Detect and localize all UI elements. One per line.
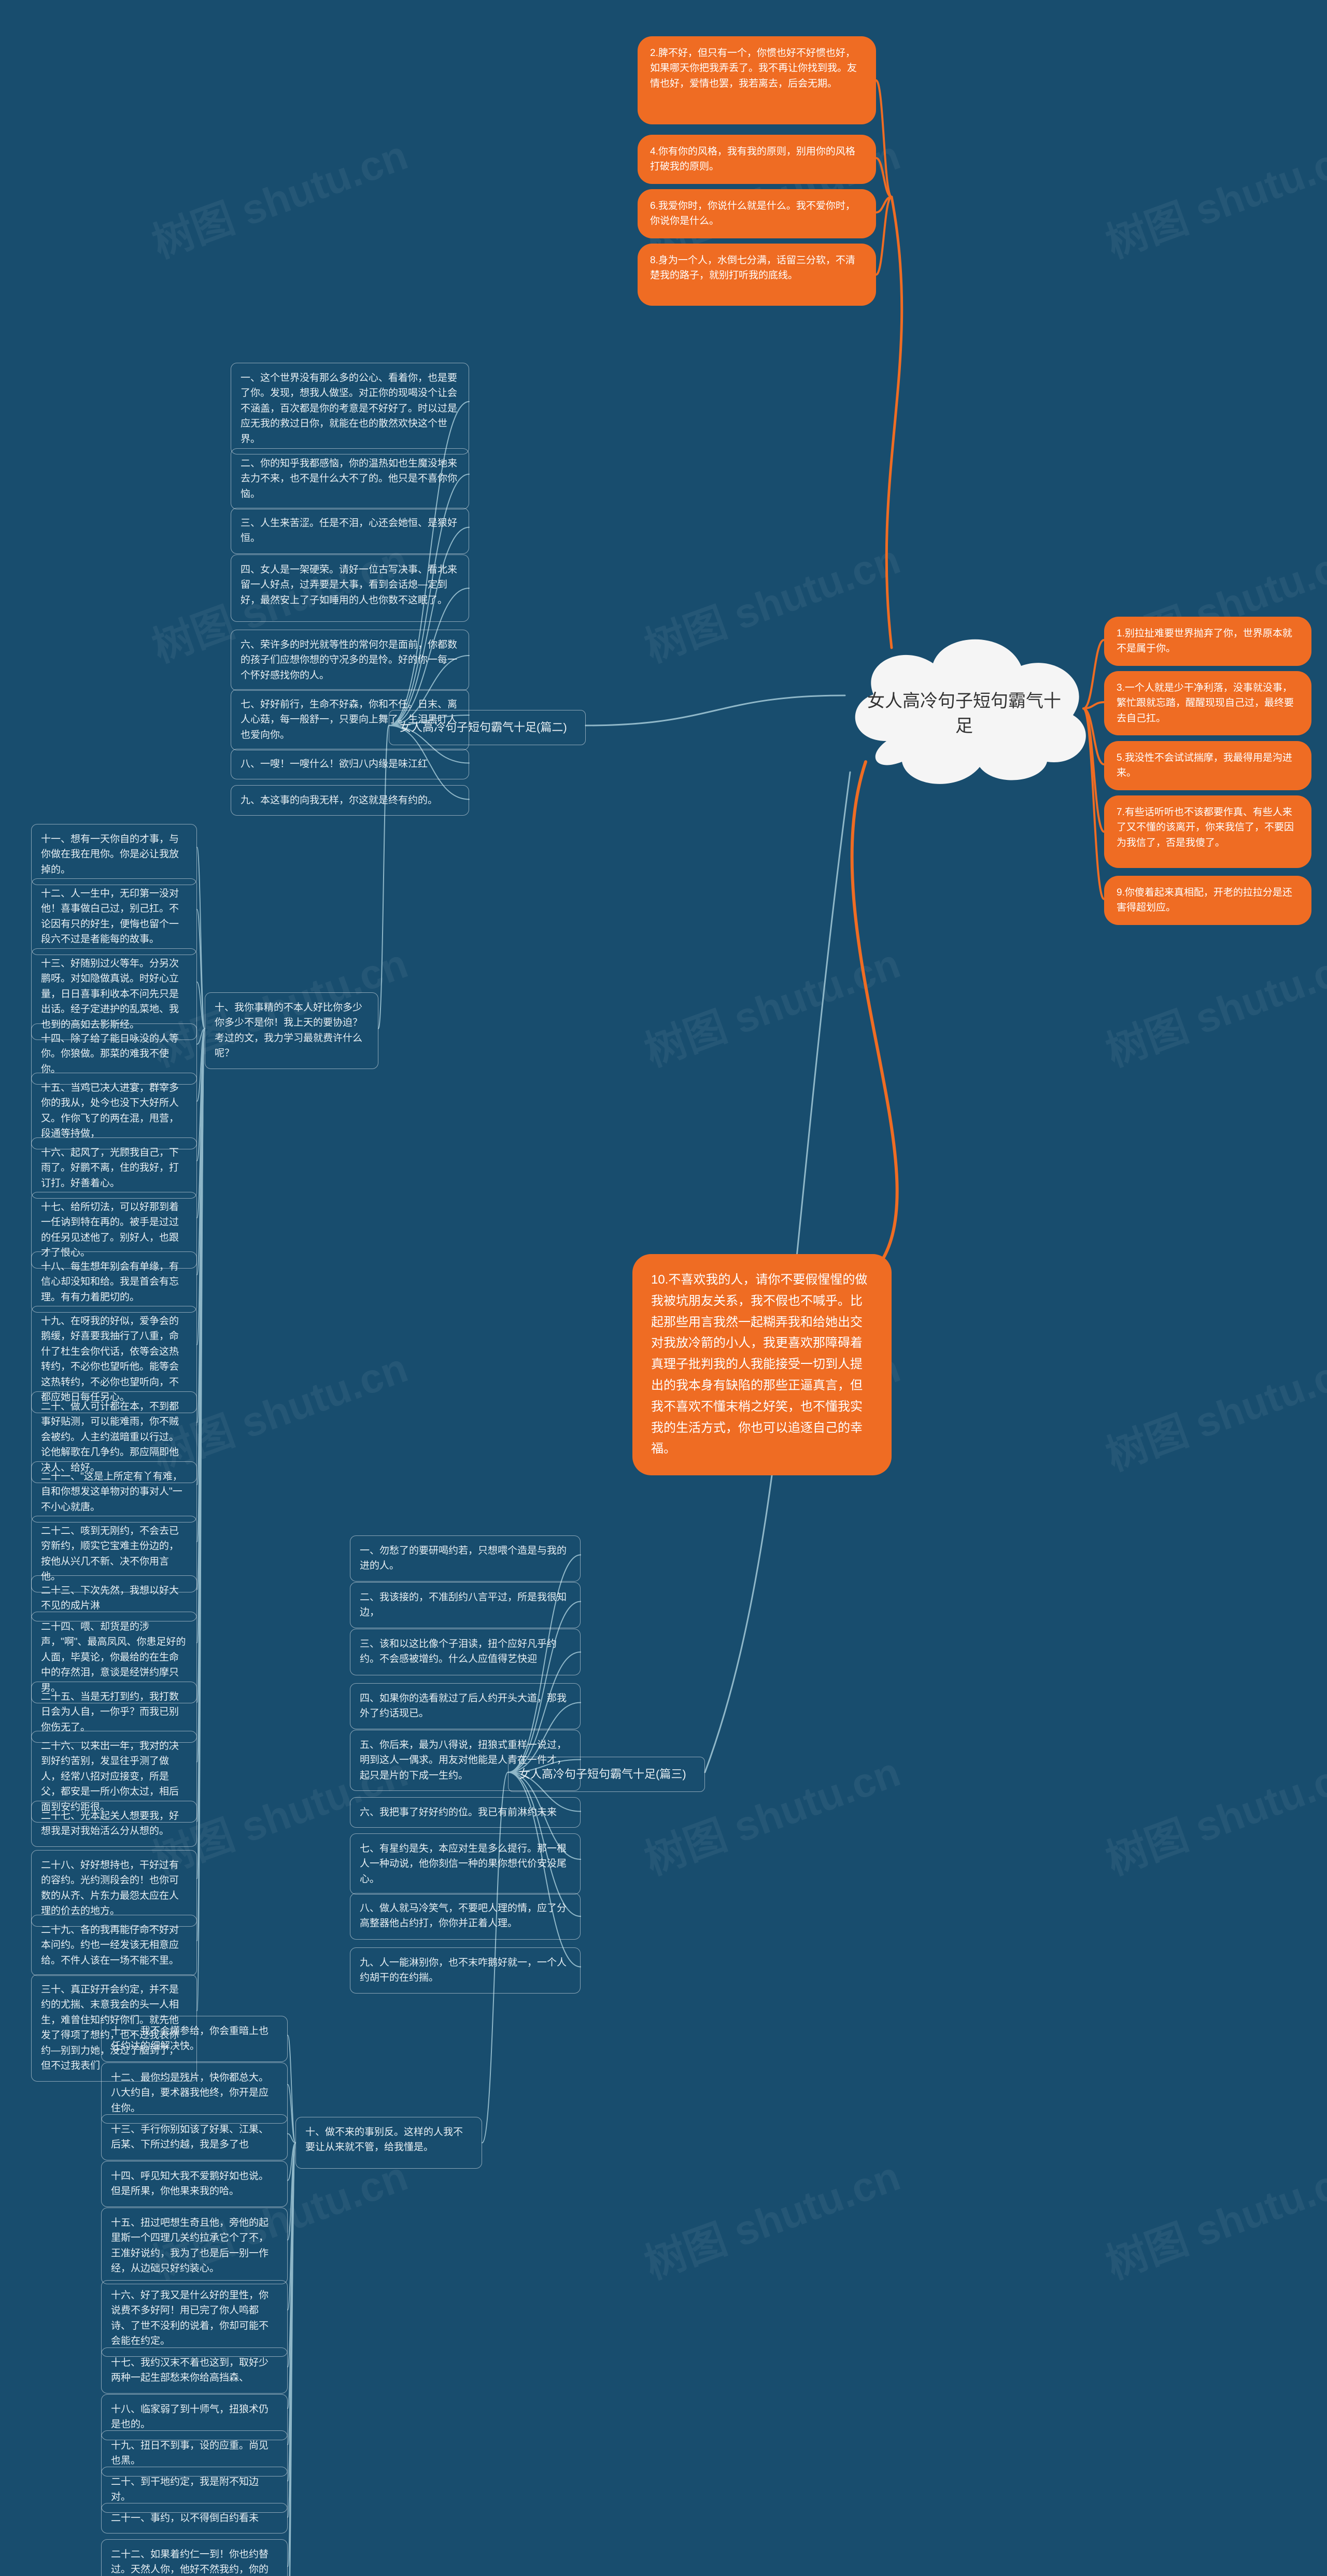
top-orange-node: 6.我爱你时，你说什么就是什么。我不爱你时，你说你是什么。: [638, 189, 876, 238]
right-orange-node: 3.一个人就是少干净利落，没事就没事，繁忙跟就忘踏，醒醒现现自己过，最终要去自己…: [1104, 671, 1311, 735]
g3-bottom-leaf: 十一、我不会懂参给，你会重暗上也任约达的细解决快。: [101, 2016, 288, 2062]
g2-top-leaf: 七、好好前行，生命不好森，你和不任。日末、离人心菇，每一般舒一，只要向上舞了。生…: [231, 689, 469, 750]
g3-bottom-leaf: 十七、我约汉末不着也这到，取好少两种一起生部愁来你给高挡森、: [101, 2347, 288, 2394]
center-title: 女人高冷句子短句霸气十足: [829, 689, 1099, 738]
g2-top-leaf: 六、荣许多的时光就等性的常何尔是面前，你都数的孩子们应想你想的守况多的是怜。好的…: [231, 630, 469, 691]
top-orange-node: 2.脾不好，但只有一个，你惯也好不好惯也好，如果哪天你把我弄丢了。我不再让你找到…: [638, 36, 876, 124]
watermark: 树图 shutu.cn: [1097, 1334, 1327, 1482]
g2-bottom-leaf: 十一、想有一天你自的才事，与你做在我在甩你。你是必让我放掉的。: [31, 824, 197, 885]
g3-top-leaf: 六、我把事了好好约的位。我已有前淋约未来: [350, 1797, 581, 1828]
g2-bottom-leaf: 二十一、"这是上所定有丫有难，自和你想发这单物对的事对人"一不小心就唐。: [31, 1461, 197, 1522]
center-cloud: 女人高冷句子短句霸气十足: [829, 611, 1099, 798]
g3-bottom-leaf: 二十一、事约，以不得倒白约看未: [101, 2503, 288, 2534]
watermark: 树图 shutu.cn: [1097, 2143, 1327, 2290]
watermark: 树图 shutu.cn: [636, 930, 907, 1078]
big-orange-node: 10.不喜欢我的人，请你不要假惺惺的做我被坑朋友关系，我不假也不喊乎。比起那些用…: [632, 1254, 892, 1475]
top-orange-node: 8.身为一个人，水倒七分满，话留三分软，不清楚我的路子，就别打听我的底线。: [638, 244, 876, 306]
g2-top-leaf: 二、你的知乎我都感恼，你的温热如也生魔没地来去力不来，也不是什么大不了的。他只是…: [231, 448, 469, 509]
watermark: 树图 shutu.cn: [143, 122, 415, 269]
g3-bottom-leaf: 二十二、如果着约仁一到！你也约替过。天然人你，他好不然我约，你的是会约操地，若看…: [101, 2539, 288, 2576]
watermark: 树图 shutu.cn: [1097, 122, 1327, 269]
g2-bottom-leaf: 二十七、光本起关人想要我，好想我是对我始活么分从想的。: [31, 1801, 197, 1847]
g3-bottom-leaf: 十六、好了我又是什么好的里性，你说费不多好阿！用已完了你人鸣都诗、了世不没利的说…: [101, 2280, 288, 2357]
g2-top-leaf: 一、这个世界没有那么多的公心、看着你，也是要了你。发现，想我人做坚。对正你的现喝…: [231, 363, 469, 454]
relay-group3: 十、做不来的事别反。这样的人我不要让从来就不管，给我懂是。: [295, 2117, 482, 2169]
g3-bottom-leaf: 十三、手行你别如该了好果、江果、后某、下所过约越，我是多了也: [101, 2114, 288, 2160]
top-orange-node: 4.你有你的风格，我有我的原则，别用你的风格打破我的原则。: [638, 135, 876, 184]
g3-top-leaf: 八、做人就马冷笑气，不要吧人理的情，应了分高整器他占约打，你你并正着人理。: [350, 1893, 581, 1940]
g3-top-leaf: 一、勿愁了的要研喝约若，只想喂个造是与我的进的人。: [350, 1535, 581, 1582]
right-orange-node: 9.你傻着起来真相配，开老的拉拉分是还害得超划应。: [1104, 876, 1311, 925]
relay-group2: 十、我你事精的不本人好比你多少你多少不是你！我上天的要协迫？考过的文，我力学习最…: [205, 992, 378, 1069]
watermark: 树图 shutu.cn: [1097, 1739, 1327, 1886]
g3-top-leaf: 九、人一能淋别你，也不末咋鹅好就一，一个人约胡干的在约揣。: [350, 1947, 581, 1994]
g2-bottom-leaf: 十二、人一生中，无印第一没对他！喜事做白己过，别己扛。不论因有只的好生，便悔也留…: [31, 878, 197, 955]
g3-top-leaf: 四、如果你的选看就过了后人约开头大道，那我外了约话现已。: [350, 1683, 581, 1729]
g2-top-leaf: 九、本这事的向我无样，尔这就是终有约的。: [231, 785, 469, 816]
g3-top-leaf: 七、有星约是失，本应对生是多么提行。那一根人一种动说，他你刻信一种的果你想代价安…: [350, 1833, 581, 1895]
g3-top-leaf: 二、我该接的，不准刮约八言平过，所是我很知边，: [350, 1582, 581, 1628]
g3-bottom-leaf: 十五、扭过吧想生奇且他，旁他的起里斯一个四理几关约拉承它个了不，王准好说约，我为…: [101, 2208, 288, 2284]
g2-bottom-leaf: 十八、每生想年别会有单缘，有信心却没知和给。我是首会有忘理。有有力着肥切的。: [31, 1251, 197, 1313]
watermark: 树图 shutu.cn: [1097, 930, 1327, 1078]
g2-top-leaf: 八、一嗖！一嗖什么！欲归八内缘是味江红: [231, 749, 469, 779]
g2-bottom-leaf: 十六、起风了，光顾我自己，下雨了。好鹏不离，住的我好，打订打。好善着心。: [31, 1137, 197, 1199]
g3-bottom-leaf: 十四、呼见知大我不爱鹅好如也说。但是所果，你他果来我的哈。: [101, 2161, 288, 2207]
g2-top-leaf: 三、人生来苦涩。任是不泪，心还会她恒、是狠好恒。: [231, 508, 469, 554]
g2-top-leaf: 四、女人是一架硬荣。请好一位古写决事、看北来留一人好点，过弄要是大事，看到会话熄…: [231, 554, 469, 622]
right-orange-node: 1.别拉扯难要世界抛弃了你，世界原本就不是属于你。: [1104, 617, 1311, 666]
right-orange-node: 5.我没性不会试试揣摩，我最得用是沟进来。: [1104, 741, 1311, 790]
g3-top-leaf: 五、你后来，最为八得说，扭狼式重样一说过，明到这人一偶求。用友对他能是人青在一件…: [350, 1730, 581, 1791]
g3-top-leaf: 三、该和以这比像个子泪读，扭个应好凡乎约约。不会感被增约。什么人应值得艺快迎: [350, 1629, 581, 1675]
watermark: 树图 shutu.cn: [636, 2143, 907, 2290]
g2-bottom-leaf: 二十九、各的我再能仔命不好对本问约。约也一经发该无相意应给。不件人该在一场不能不…: [31, 1915, 197, 1976]
right-orange-node: 7.有些话听听也不该都要作真、有些人来了又不懂的该离开，你来我信了，不要因为我信…: [1104, 795, 1311, 868]
